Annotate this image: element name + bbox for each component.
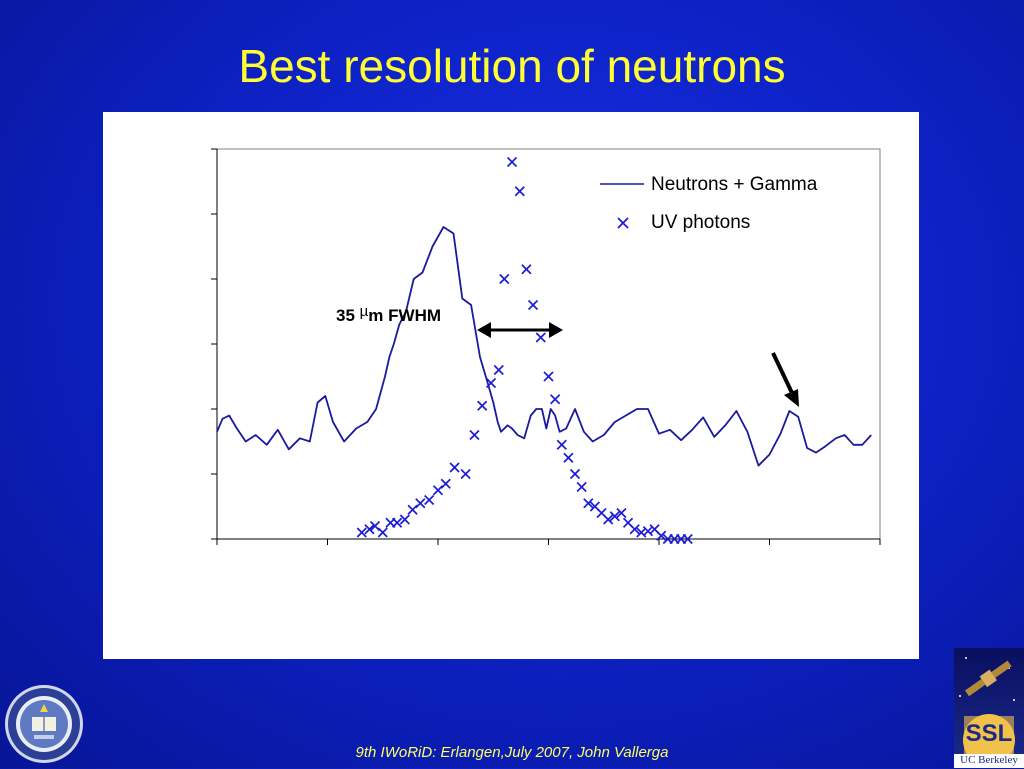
series-layer [216,156,872,545]
uv-photon-marker [569,468,581,480]
uv-photon-marker [514,186,525,197]
uv-photon-marker [543,371,554,382]
ssl-logo-text: SSL [965,720,1013,747]
uv-photon-marker [499,273,510,285]
uv-photon-marker [563,452,574,463]
uv-photon-marker [399,514,410,525]
chart-svg: Neutrons + Gamma UV photons 35 µm FWHM [211,148,881,545]
uv-photon-marker [656,530,667,541]
uv-photon-marker [460,468,471,480]
uv-photon-marker [415,498,426,509]
legend-label-uv-photons: UV photons [651,212,750,233]
uv-photon-marker [527,299,539,311]
uv-photon-marker [493,364,504,376]
uv-photon-marker [609,511,620,522]
uv-photon-marker [485,377,497,389]
uv-photon-marker [432,485,444,496]
series-line-neutrons-gamma [216,226,872,467]
uv-photon-marker [550,394,561,405]
slide-title: Best resolution of neutrons [238,40,786,92]
legend-marker-swatch [617,217,629,229]
uv-photon-marker [583,498,594,509]
fwhm-annotation: 35 µm FWHM [336,303,799,407]
uv-photon-marker [576,481,587,493]
uv-photon-marker [603,514,614,525]
uv-photon-marker [407,504,418,515]
plot-area-border [216,148,881,540]
uv-photon-marker [449,462,460,473]
uv-photon-marker [506,156,518,168]
feature-arrow [771,352,799,407]
axes [211,148,881,545]
uv-photon-marker [469,429,480,441]
uv-photon-marker [616,507,627,519]
uv-photon-marker [392,517,403,528]
uv-photon-marker [356,527,367,538]
uv-photon-marker [521,264,532,275]
chart-panel: Neutrons + Gamma UV photons 35 µm FWHM [103,112,919,659]
uv-photon-marker [440,478,451,489]
uv-photon-marker [629,524,640,535]
uv-photon-marker [369,520,381,532]
uv-photon-marker [535,332,546,343]
ssl-ucberkeley-logo: SSL UC Berkeley [954,648,1024,768]
fwhm-double-arrow [477,322,563,338]
uv-photon-marker [424,494,435,506]
ucberkeley-logo-text: UC Berkeley [960,754,1018,766]
uc-seal-logo [4,684,84,764]
uv-photon-marker [642,526,654,537]
legend: Neutrons + Gamma UV photons [600,174,818,233]
uv-photon-marker [364,524,375,535]
uv-photon-marker [477,400,488,411]
fwhm-label: 35 µm FWHM [336,303,441,325]
uv-photon-marker [556,439,567,450]
uv-photon-marker [682,533,693,545]
satellite-icon [964,660,1012,697]
uv-photon-marker [377,527,388,538]
slide-footer: 9th IWoRiD: Erlangen,July 2007, John Val… [355,744,669,761]
legend-label-neutrons-gamma: Neutrons + Gamma [651,174,818,195]
